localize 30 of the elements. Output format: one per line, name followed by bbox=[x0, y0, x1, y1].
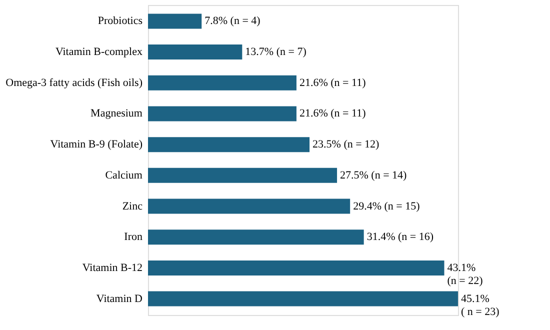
y-tick-label: Vitamin B-9 (Folate) bbox=[50, 138, 143, 151]
y-tick-label: Vitamin B-complex bbox=[55, 46, 143, 58]
y-tick-label: Iron bbox=[124, 231, 143, 244]
bar bbox=[148, 106, 296, 122]
data-label: 21.6% (n = 11) bbox=[299, 108, 366, 120]
bar bbox=[148, 230, 364, 245]
y-tick-label: Magnesium bbox=[90, 108, 143, 120]
y-tick-label: Calcium bbox=[105, 169, 143, 182]
data-label: 7.8% (n = 4) bbox=[204, 15, 261, 28]
data-label: 13.7% (n = 7) bbox=[245, 46, 307, 58]
data-label: 31.4% (n = 16) bbox=[366, 231, 434, 244]
y-tick-label: Zinc bbox=[122, 200, 143, 212]
data-label: 21.6% (n = 11) bbox=[299, 76, 366, 89]
bar bbox=[148, 198, 350, 214]
data-label: 23.5% (n = 12) bbox=[312, 138, 380, 151]
data-label: 45.1% ( n = 23) bbox=[461, 292, 500, 318]
bar bbox=[148, 260, 444, 276]
data-label: 27.5% (n = 14) bbox=[340, 169, 408, 182]
y-tick-label: Vitamin D bbox=[96, 292, 143, 305]
data-label: 43.1% (n = 22) bbox=[447, 262, 484, 287]
bar bbox=[148, 14, 202, 29]
y-tick-label: Omega-3 fatty acids (Fish oils) bbox=[6, 76, 143, 89]
bar bbox=[148, 168, 338, 183]
bar bbox=[148, 291, 458, 306]
bar bbox=[148, 137, 310, 152]
y-tick-label: Vitamin B-12 bbox=[82, 262, 142, 274]
bar bbox=[148, 44, 242, 60]
bar bbox=[148, 75, 296, 90]
y-tick-label: Probiotics bbox=[98, 15, 142, 28]
data-label: 29.4% (n = 15) bbox=[353, 200, 420, 212]
